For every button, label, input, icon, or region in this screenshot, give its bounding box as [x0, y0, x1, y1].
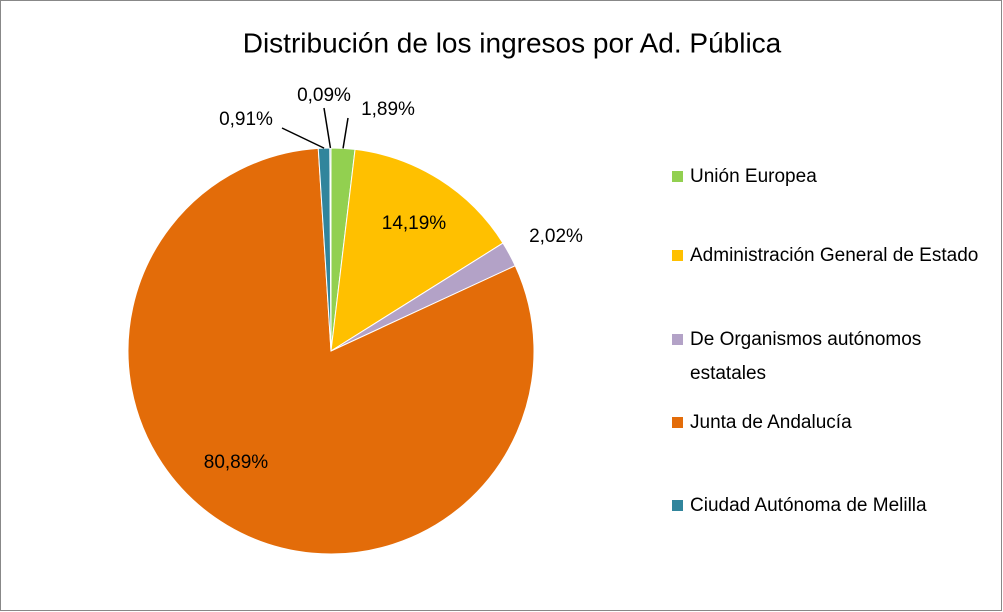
legend-label: Ciudad Autónoma de Melilla	[690, 495, 927, 516]
legend-label: De Organismos autónomos estatales	[690, 329, 922, 384]
data-label: 14,19%	[382, 213, 447, 234]
data-label: 2,02%	[529, 226, 583, 247]
legend-label: Administración General de Estado	[690, 245, 979, 266]
data-label: 0,09%	[297, 85, 351, 106]
leader-line	[342, 117, 349, 149]
pie-slice	[127, 147, 535, 555]
leader-line	[323, 107, 332, 149]
legend-swatch	[672, 334, 683, 345]
data-label: 1,89%	[361, 99, 415, 120]
data-label: 80,89%	[204, 452, 269, 473]
pie-slice	[330, 148, 504, 352]
legend-swatch	[672, 500, 683, 511]
chart-title: Distribución de los ingresos por Ad. Púb…	[243, 27, 782, 58]
data-label: 0,91%	[219, 109, 273, 130]
legend-swatch	[672, 417, 683, 428]
legend-label: Junta de Andalucía	[690, 412, 852, 433]
legend-swatch	[672, 171, 683, 182]
legend-label: Unión Europea	[690, 166, 817, 187]
leader-line	[281, 127, 325, 149]
legend-swatch	[672, 250, 683, 261]
